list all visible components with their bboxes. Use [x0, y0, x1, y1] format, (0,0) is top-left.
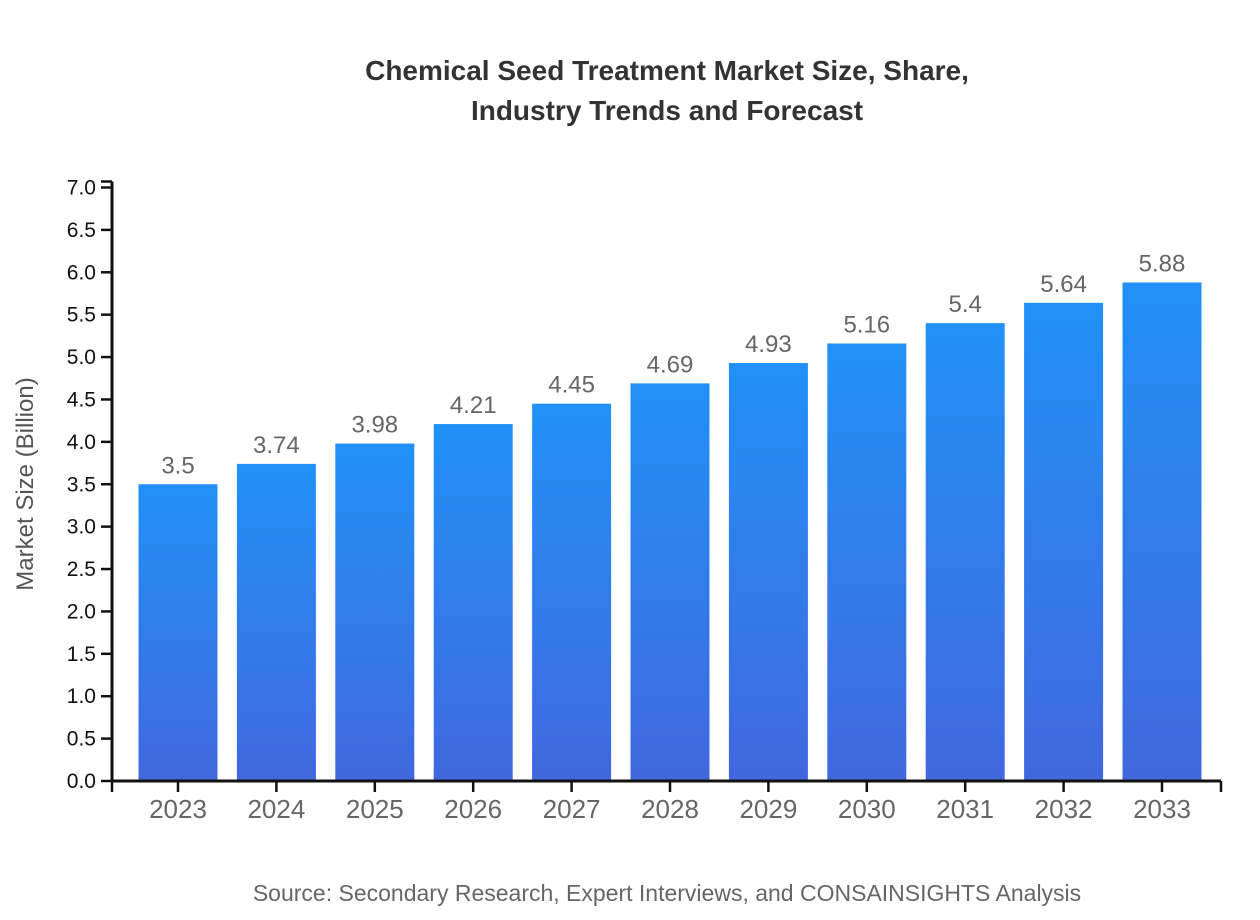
bar-2026	[433, 424, 513, 781]
value-label-2032: 5.64	[1040, 271, 1087, 298]
y-tick-label: 0.0	[67, 770, 96, 793]
x-tick-label-2023: 2023	[149, 794, 207, 824]
y-tick-label: 5.5	[67, 304, 96, 327]
bar-2029	[728, 363, 808, 781]
y-tick-label: 6.0	[67, 261, 96, 284]
y-tick-label: 1.0	[67, 685, 96, 708]
value-label-2024: 3.74	[253, 432, 300, 459]
x-tick-label-2026: 2026	[444, 794, 502, 824]
y-tick-label: 3.5	[67, 473, 96, 496]
value-label-2027: 4.45	[548, 372, 595, 399]
value-label-2025: 3.98	[351, 412, 398, 439]
value-label-2033: 5.88	[1139, 250, 1186, 277]
bar-2028	[630, 383, 710, 781]
value-label-2029: 4.93	[745, 331, 792, 358]
bar-2031	[925, 323, 1005, 781]
x-tick-label-2028: 2028	[641, 794, 699, 824]
x-tick-label-2027: 2027	[543, 794, 601, 824]
y-tick-label: 2.5	[67, 558, 96, 581]
y-tick-label: 6.5	[67, 219, 96, 242]
y-tick-label: 0.5	[67, 728, 96, 751]
value-label-2031: 5.4	[949, 291, 982, 318]
axis-spines-group	[101, 180, 1223, 792]
x-tick-label-2031: 2031	[936, 794, 994, 824]
value-label-2030: 5.16	[843, 312, 890, 339]
y-tick-label: 5.0	[67, 346, 96, 369]
bar-2025	[335, 443, 415, 781]
bar-2024	[236, 463, 316, 781]
y-tick-label: 1.5	[67, 643, 96, 666]
bars-group	[138, 282, 1202, 781]
x-tick-label-2024: 2024	[247, 794, 305, 824]
y-axis-title: Market Size (Billion)	[12, 377, 39, 590]
y-tick-label: 7.0	[67, 177, 96, 200]
chart-title-line1: Chemical Seed Treatment Market Size, Sha…	[365, 55, 969, 86]
y-tick-label: 4.5	[67, 388, 96, 411]
bar-2033	[1122, 282, 1202, 781]
x-tick-label-2025: 2025	[346, 794, 404, 824]
y-tick-label: 4.0	[67, 431, 96, 454]
value-labels-group: 3.5 3.74 3.98 4.21 4.45 4.69 4.93 5.16 5.4 5.64 5.…	[161, 250, 1185, 479]
y-tick-label: 3.0	[67, 516, 96, 539]
value-label-2023: 3.5	[161, 452, 194, 479]
bar-2030	[827, 343, 907, 781]
bar-2027	[532, 403, 612, 781]
bar-2032	[1024, 302, 1104, 781]
x-tick-label-2032: 2032	[1035, 794, 1093, 824]
x-tick-label-2029: 2029	[739, 794, 797, 824]
source-caption: Source: Secondary Research, Expert Inter…	[253, 880, 1081, 906]
chart-title-line2: Industry Trends and Forecast	[471, 95, 863, 126]
x-tick-label-2030: 2030	[838, 794, 896, 824]
x-tick-label-2033: 2033	[1133, 794, 1191, 824]
value-label-2026: 4.21	[450, 392, 497, 419]
y-tick-label: 2.0	[67, 600, 96, 623]
x-axis-group: 2023 2024 2025 2026 2027 2028 2029 2030 2031 2032…	[149, 781, 1191, 824]
value-label-2028: 4.69	[647, 351, 694, 378]
y-axis-group: 0.0 0.5 1.0 1.5 2.0 2.5 3.0 3.5 4.0 4.5 5.0 5.5 6.0 6…	[67, 177, 112, 793]
bar-2023	[138, 484, 218, 781]
